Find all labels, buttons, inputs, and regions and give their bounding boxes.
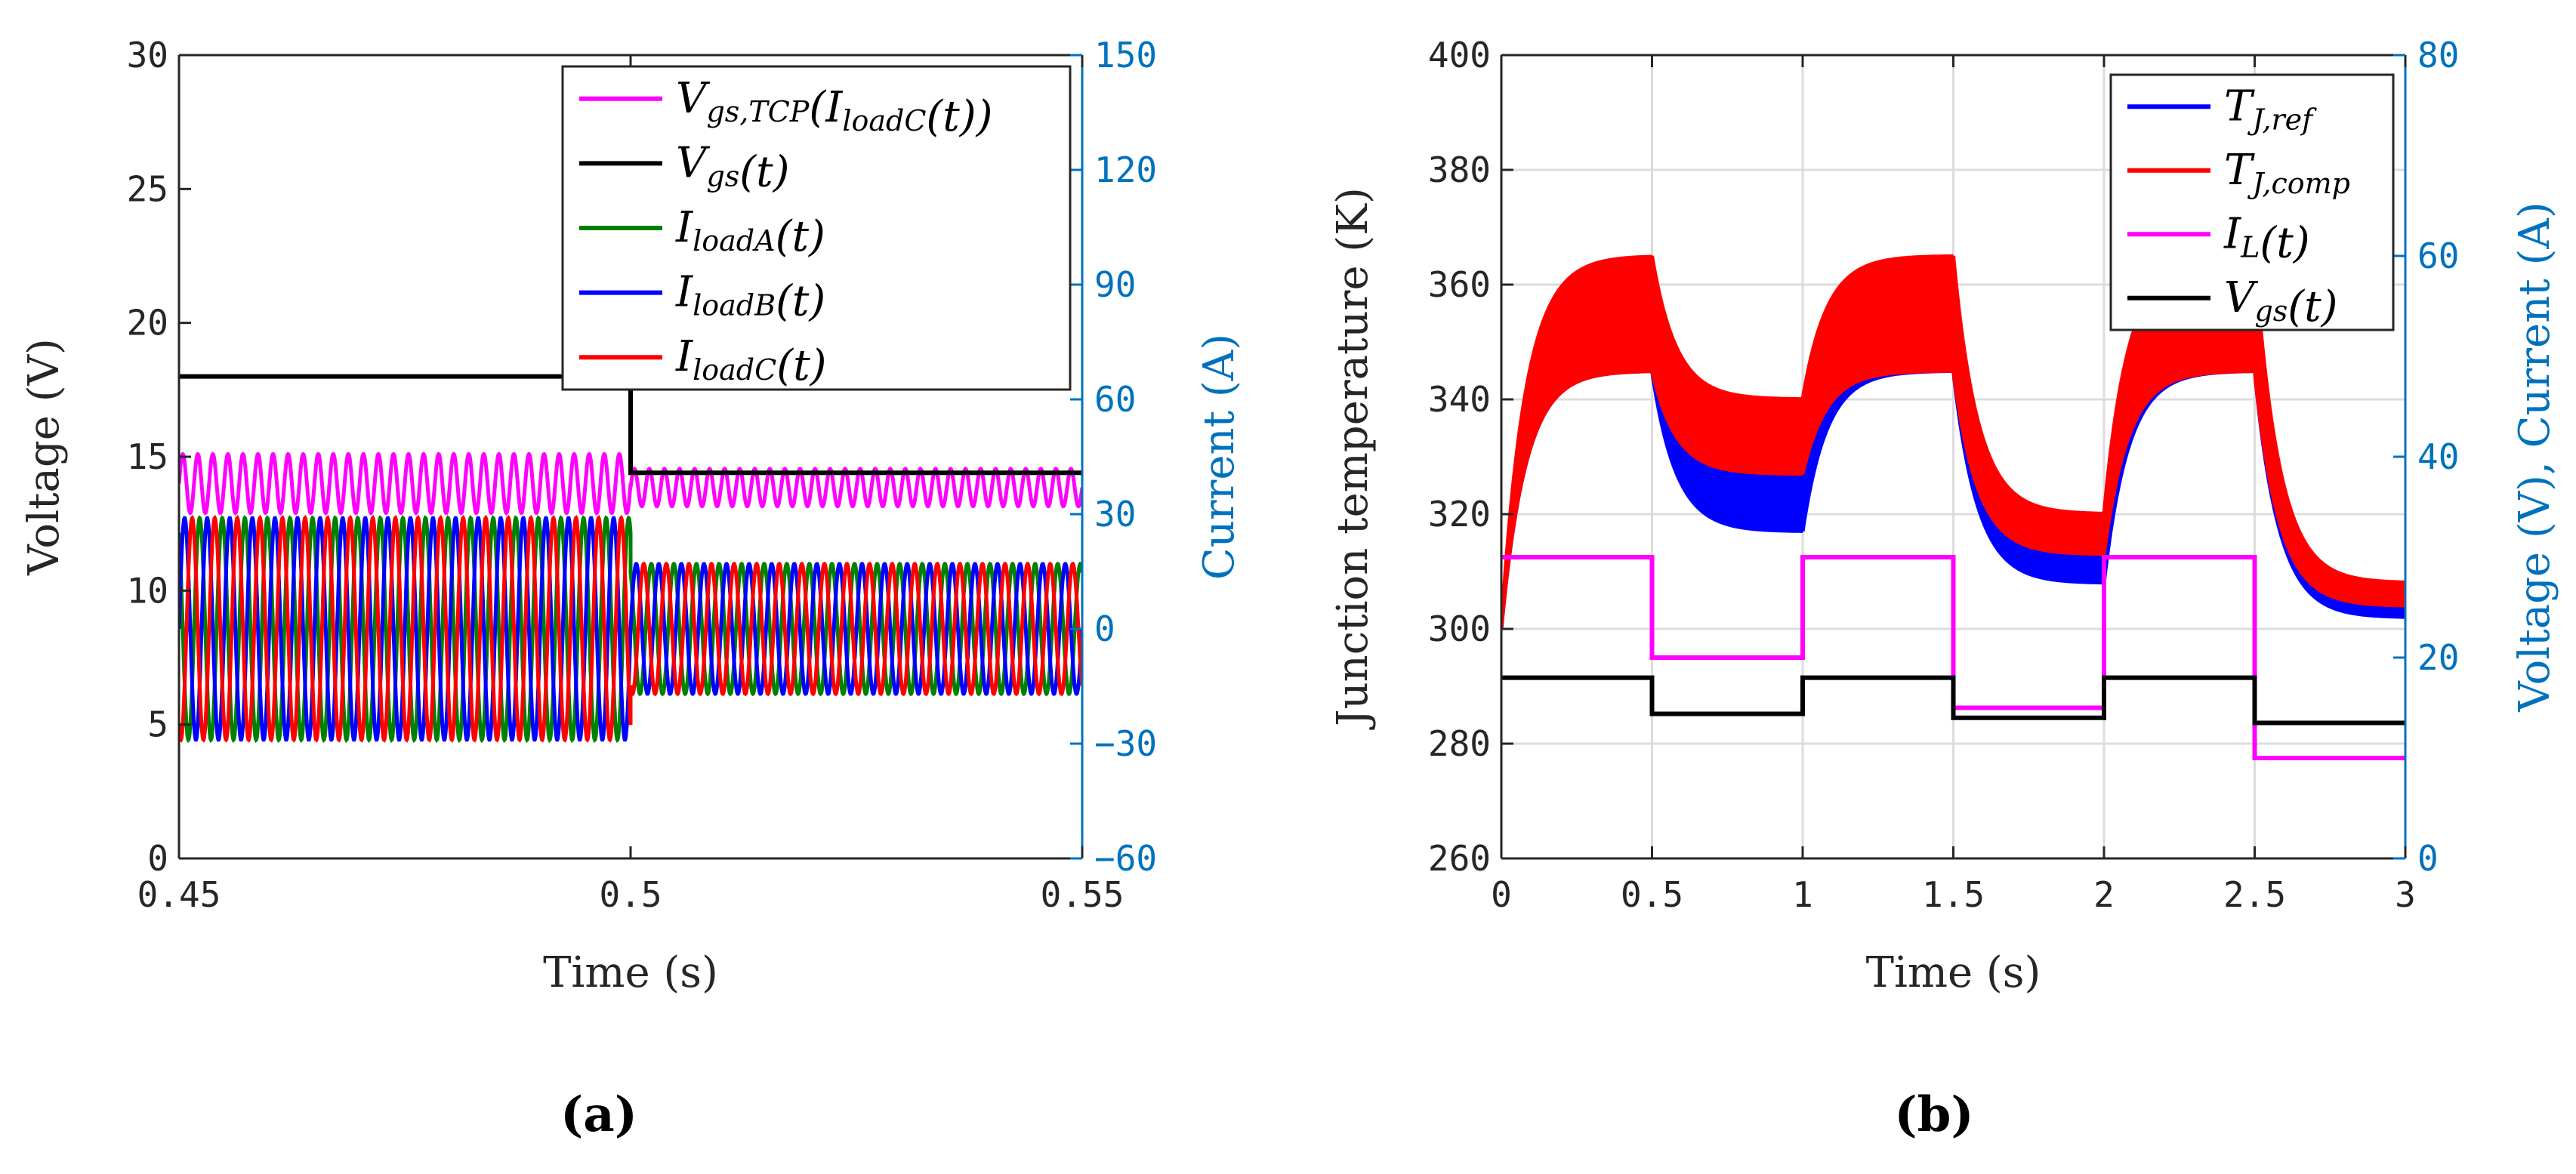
chart-panel-b: 0 0.5 1 1.5 2 2.5 3 260 280 300 320 340 360 380 400 0 20… <box>1328 35 2559 1143</box>
y-tick-label: 320 <box>1428 494 1491 535</box>
x-tick-label: 0.5 <box>1621 874 1683 915</box>
y-tick-label: 25 <box>127 168 168 209</box>
y-tick-label: 30 <box>127 35 168 75</box>
y-right-tick-label: 60 <box>1094 379 1136 420</box>
y-tick-label: 380 <box>1428 149 1491 190</box>
legend-box <box>2109 73 2395 331</box>
legend-entry: TJ,ref <box>2224 82 2317 136</box>
legend: TJ,ref TJ,comp IL(t) Vgs(t) <box>2109 73 2395 331</box>
y-right-tick-label: 40 <box>2417 436 2459 477</box>
y-axis-right-label: Current (A) <box>1195 334 1244 580</box>
y-axis-label: Junction temperature (K) <box>1328 187 1377 730</box>
y-tick-label: 10 <box>127 570 168 611</box>
legend: Vgs,TCP(IloadC(t))Vgs(t) IloadA(t) IloadB(… <box>561 65 1072 391</box>
legend-entry: Vgs,TCP(IloadC(t)) <box>676 74 992 141</box>
y-tick-label: 20 <box>127 303 168 344</box>
y-right-tick-label: −60 <box>1094 838 1157 879</box>
legend-entry: IloadB(t) <box>675 268 825 326</box>
y-right-tick-label: 0 <box>2417 838 2439 879</box>
y-axis-label: Voltage (V) <box>20 338 69 576</box>
y-right-tick-label: 80 <box>2417 35 2459 75</box>
y-tick-label: 340 <box>1428 379 1491 420</box>
y-tick-label: 15 <box>127 436 168 477</box>
legend-entry: IL(t) <box>2223 209 2310 267</box>
legend-entry: Vgs(t) <box>676 138 789 196</box>
y-right-tick-label: 150 <box>1094 35 1157 75</box>
series-group <box>179 374 1082 744</box>
legend-entry: IloadC(t) <box>675 332 826 390</box>
series-i-loadc-line <box>179 514 1082 743</box>
y-right-tick-label: 60 <box>2417 236 2459 276</box>
y-tick-label: 300 <box>1428 609 1491 649</box>
x-tick-label: 2.5 <box>2223 874 2286 915</box>
y-right-tick-label: 30 <box>1094 494 1136 535</box>
series-i-loadb-line <box>179 516 1082 742</box>
legend-entry: Vgs(t) <box>2224 273 2337 331</box>
x-tick-label: 0 <box>1491 874 1512 915</box>
y-tick-label: 5 <box>147 704 168 745</box>
y-axis-right-label: Voltage (V), Current (A) <box>2510 202 2559 712</box>
chart-panel-a: 0.45 0.5 0.55 0 5 10 15 20 25 30 −60 −30 0 30 60 90 120 1… <box>20 35 1244 1143</box>
y-tick-label: 280 <box>1428 723 1491 764</box>
y-tick-label: 0 <box>147 838 168 879</box>
series-v-gs-tcp-line <box>179 451 1082 516</box>
x-axis-label: Time (s) <box>543 948 718 997</box>
y-right-tick-label: 20 <box>2417 637 2459 678</box>
y-right-tick-label: −30 <box>1094 723 1157 764</box>
x-tick-label: 0.55 <box>1041 874 1124 915</box>
series-group <box>1501 254 2405 760</box>
series-i-l-line <box>1501 555 2405 760</box>
y-right-tick-label: 90 <box>1094 264 1136 305</box>
panel-label: (a) <box>560 1086 637 1143</box>
y-tick-label: 260 <box>1428 838 1491 879</box>
x-tick-label: 1.5 <box>1922 874 1985 915</box>
y-tick-label: 360 <box>1428 264 1491 305</box>
x-tick-label: 0.45 <box>137 874 221 915</box>
panel-label: (b) <box>1894 1086 1973 1143</box>
x-axis-label: Time (s) <box>1866 948 2041 997</box>
x-tick-label: 2 <box>2093 874 2115 915</box>
y-right-tick-label: 120 <box>1094 149 1157 190</box>
legend-entry: TJ,comp <box>2224 146 2350 200</box>
x-tick-label: 1 <box>1792 874 1813 915</box>
legend-entry: IloadA(t) <box>675 203 825 261</box>
series-v-gs-line <box>1501 675 2405 726</box>
series-t-j-comp-line <box>1501 254 2405 630</box>
series-i-loada-line <box>179 515 1082 744</box>
y-tick-label: 400 <box>1428 35 1491 75</box>
x-tick-label: 0.5 <box>599 874 662 915</box>
series-v-gs-line <box>179 374 1082 476</box>
x-tick-label: 3 <box>2395 874 2416 915</box>
y-right-tick-label: 0 <box>1094 609 1115 649</box>
